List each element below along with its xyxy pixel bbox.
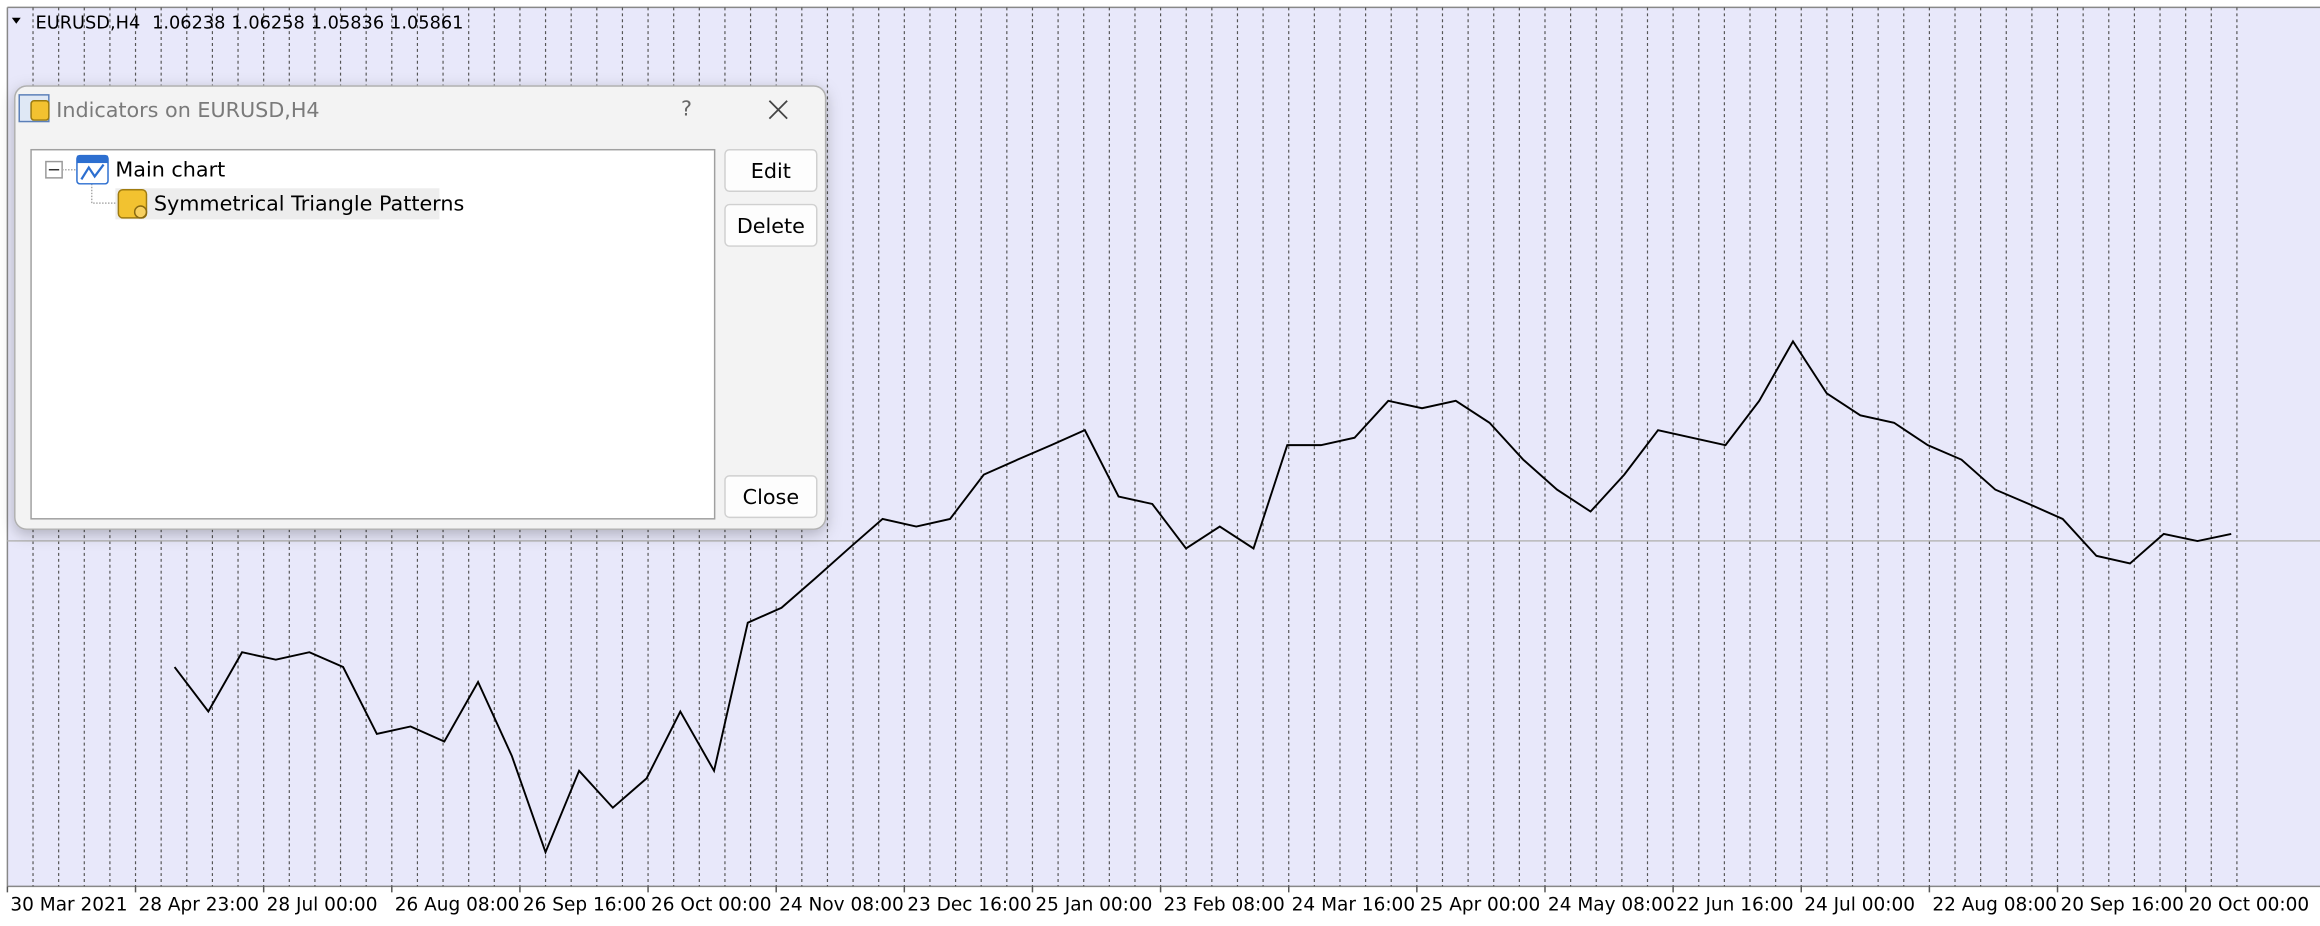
main-chart-icon — [76, 155, 109, 164]
x-tick-label: 24 May 08:00 — [1548, 895, 1675, 916]
indicators-dialog: Indicators on EURUSD,H4 ? Main chart Sym… — [14, 85, 827, 530]
x-tick-label: 24 Nov 08:00 — [779, 895, 904, 916]
x-tick-label: 30 Mar 2021 — [10, 895, 127, 916]
x-tick-label: 26 Oct 00:00 — [651, 895, 771, 916]
x-tick-label: 20 Sep 16:00 — [2060, 895, 2183, 916]
open-price: 1.06238 — [152, 14, 225, 34]
dialog-icon — [30, 100, 50, 121]
price-line — [173, 339, 2232, 855]
x-tick-label: 23 Feb 08:00 — [1164, 895, 1285, 916]
indicator-icon — [133, 205, 148, 219]
x-tick-label: 28 Apr 23:00 — [138, 895, 259, 916]
close-button[interactable] — [724, 475, 818, 519]
tree-item-highlight — [115, 188, 440, 220]
edit-button-label[interactable]: Edit — [751, 159, 791, 183]
menu-arrow[interactable] — [11, 17, 21, 24]
x-axis: 30 Mar 2021 28 Apr 23:00 28 Jul 00:00 26 Au… — [6, 886, 2309, 916]
close-x[interactable] — [768, 100, 788, 120]
x-tick-label: 24 Mar 16:00 — [1292, 895, 1415, 916]
x-tick-label: 23 Dec 16:00 — [907, 895, 1031, 916]
main-chart-icon — [80, 163, 105, 180]
x-tick-label: 22 Jun 16:00 — [1676, 895, 1793, 916]
x-tick-label: 24 Jul 00:00 — [1804, 895, 1915, 916]
x-tick-label: 25 Jan 00:00 — [1035, 895, 1152, 916]
x-tick-label: 22 Aug 08:00 — [1932, 895, 2057, 916]
close-button-label[interactable]: Close — [743, 485, 799, 509]
x-tick-label: 25 Apr 00:00 — [1420, 895, 1541, 916]
dialog-title: Indicators on EURUSD,H4 — [56, 98, 319, 122]
delete-button[interactable] — [724, 203, 818, 247]
x-tick-label: 28 Jul 00:00 — [267, 895, 378, 916]
high-price: 1.06258 — [231, 14, 304, 34]
x-tick-label: 26 Aug 08:00 — [395, 895, 520, 916]
delete-button-label[interactable]: Delete — [737, 214, 805, 238]
close-price: 1.05861 — [390, 14, 463, 34]
x-tick-label: 20 Oct 00:00 — [2189, 895, 2309, 916]
edit-button[interactable] — [724, 148, 818, 192]
tree-connector — [62, 168, 116, 204]
symbol: EURUSD,H4 — [36, 14, 141, 34]
x-tick-label: 26 Sep 16:00 — [523, 895, 646, 916]
tree-item[interactable]: Symmetrical Triangle Patterns — [154, 192, 464, 216]
tree-item[interactable]: Main chart — [115, 157, 225, 181]
low-price: 1.05836 — [311, 14, 384, 34]
help-button[interactable]: ? — [681, 97, 692, 121]
chart-header: EURUSD,H4 1.06238 1.06258 1.05836 1.05861 — [36, 14, 464, 34]
